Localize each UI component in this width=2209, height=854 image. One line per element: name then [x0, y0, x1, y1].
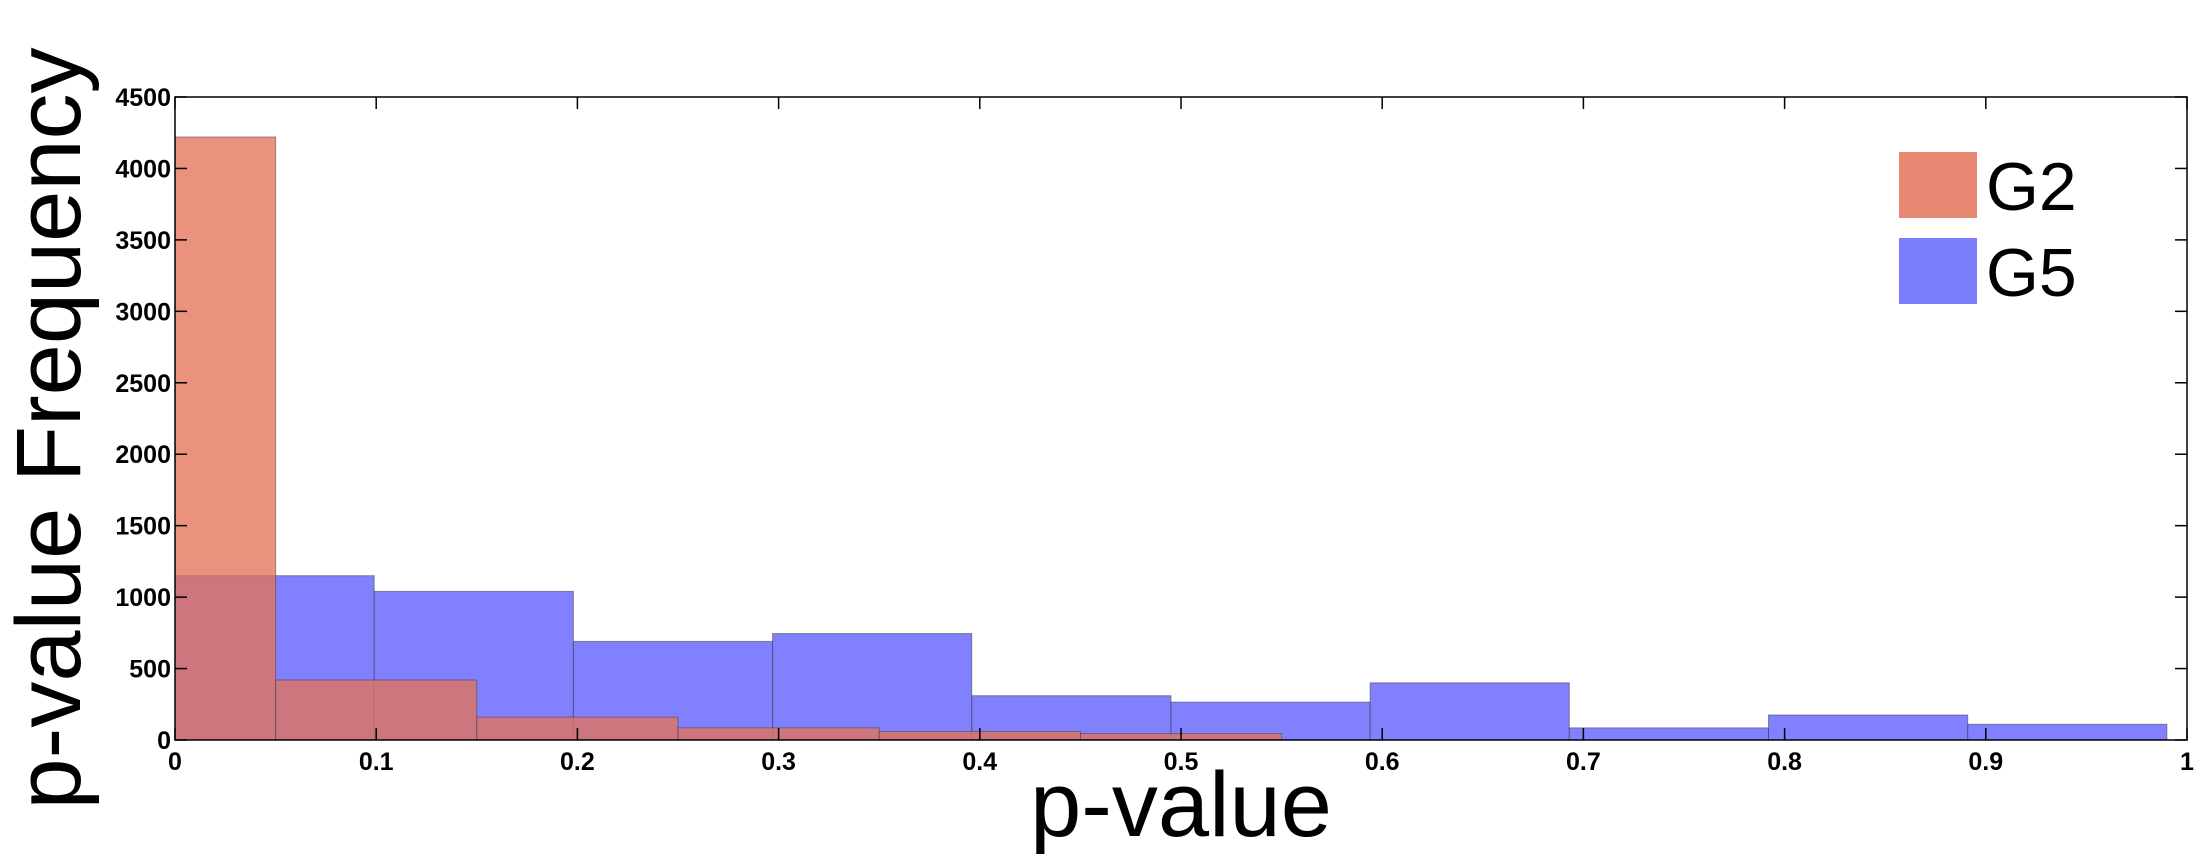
x-tick-label: 0: [168, 748, 182, 776]
bar-g5-7: [1568, 727, 1770, 741]
legend: G2 G5: [1899, 149, 2077, 311]
legend-label-g5: G5: [1986, 235, 2077, 311]
x-tick-label: 0.5: [1164, 748, 1199, 776]
x-tick-label: 0.7: [1566, 748, 1601, 776]
axis-ticks: [174, 96, 2188, 741]
x-tick-label: 0.8: [1767, 748, 1802, 776]
y-tick-label: 3000: [115, 298, 171, 326]
bar-g5-3: [772, 633, 973, 741]
x-tick-label: 0.9: [1968, 748, 2003, 776]
x-axis-title: p-value: [1030, 754, 1332, 854]
bar-g2-0: [174, 136, 277, 741]
legend-label-g2: G2: [1986, 149, 2077, 225]
y-tick-label: 0: [157, 727, 171, 755]
x-tick-label: 0.4: [962, 748, 997, 776]
y-axis-title: p-value Frequency: [0, 48, 100, 810]
y-tick-label: 2000: [115, 441, 171, 469]
x-tick-labels: 0 0.1 0.2 0.3 0.4 0.5 0.6 0.7 0.8 0.9 1: [168, 748, 2194, 776]
bar-g5-6: [1369, 682, 1570, 741]
x-tick-label: 0.2: [560, 748, 595, 776]
legend-swatch-g5: [1899, 238, 1977, 304]
y-tick-label: 4000: [115, 155, 171, 183]
y-tick-labels: 0 500 1000 1500 2000 2500 3000 3500 4000 4500: [115, 84, 171, 755]
y-tick-label: 1000: [115, 584, 171, 612]
x-tick-label: 0.6: [1365, 748, 1400, 776]
x-tick-label: 0.3: [761, 748, 796, 776]
x-tick-label: 0.1: [359, 748, 394, 776]
x-tick-label: 1: [2180, 748, 2194, 776]
bar-g5-9: [1967, 723, 2168, 741]
y-tick-label: 1500: [115, 513, 171, 541]
y-tick-label: 2500: [115, 370, 171, 398]
y-tick-label: 3500: [115, 227, 171, 255]
y-tick-label: 4500: [115, 84, 171, 112]
legend-swatch-g2: [1899, 152, 1977, 218]
bar-g5-8: [1768, 714, 1969, 741]
y-tick-label: 500: [129, 656, 171, 684]
